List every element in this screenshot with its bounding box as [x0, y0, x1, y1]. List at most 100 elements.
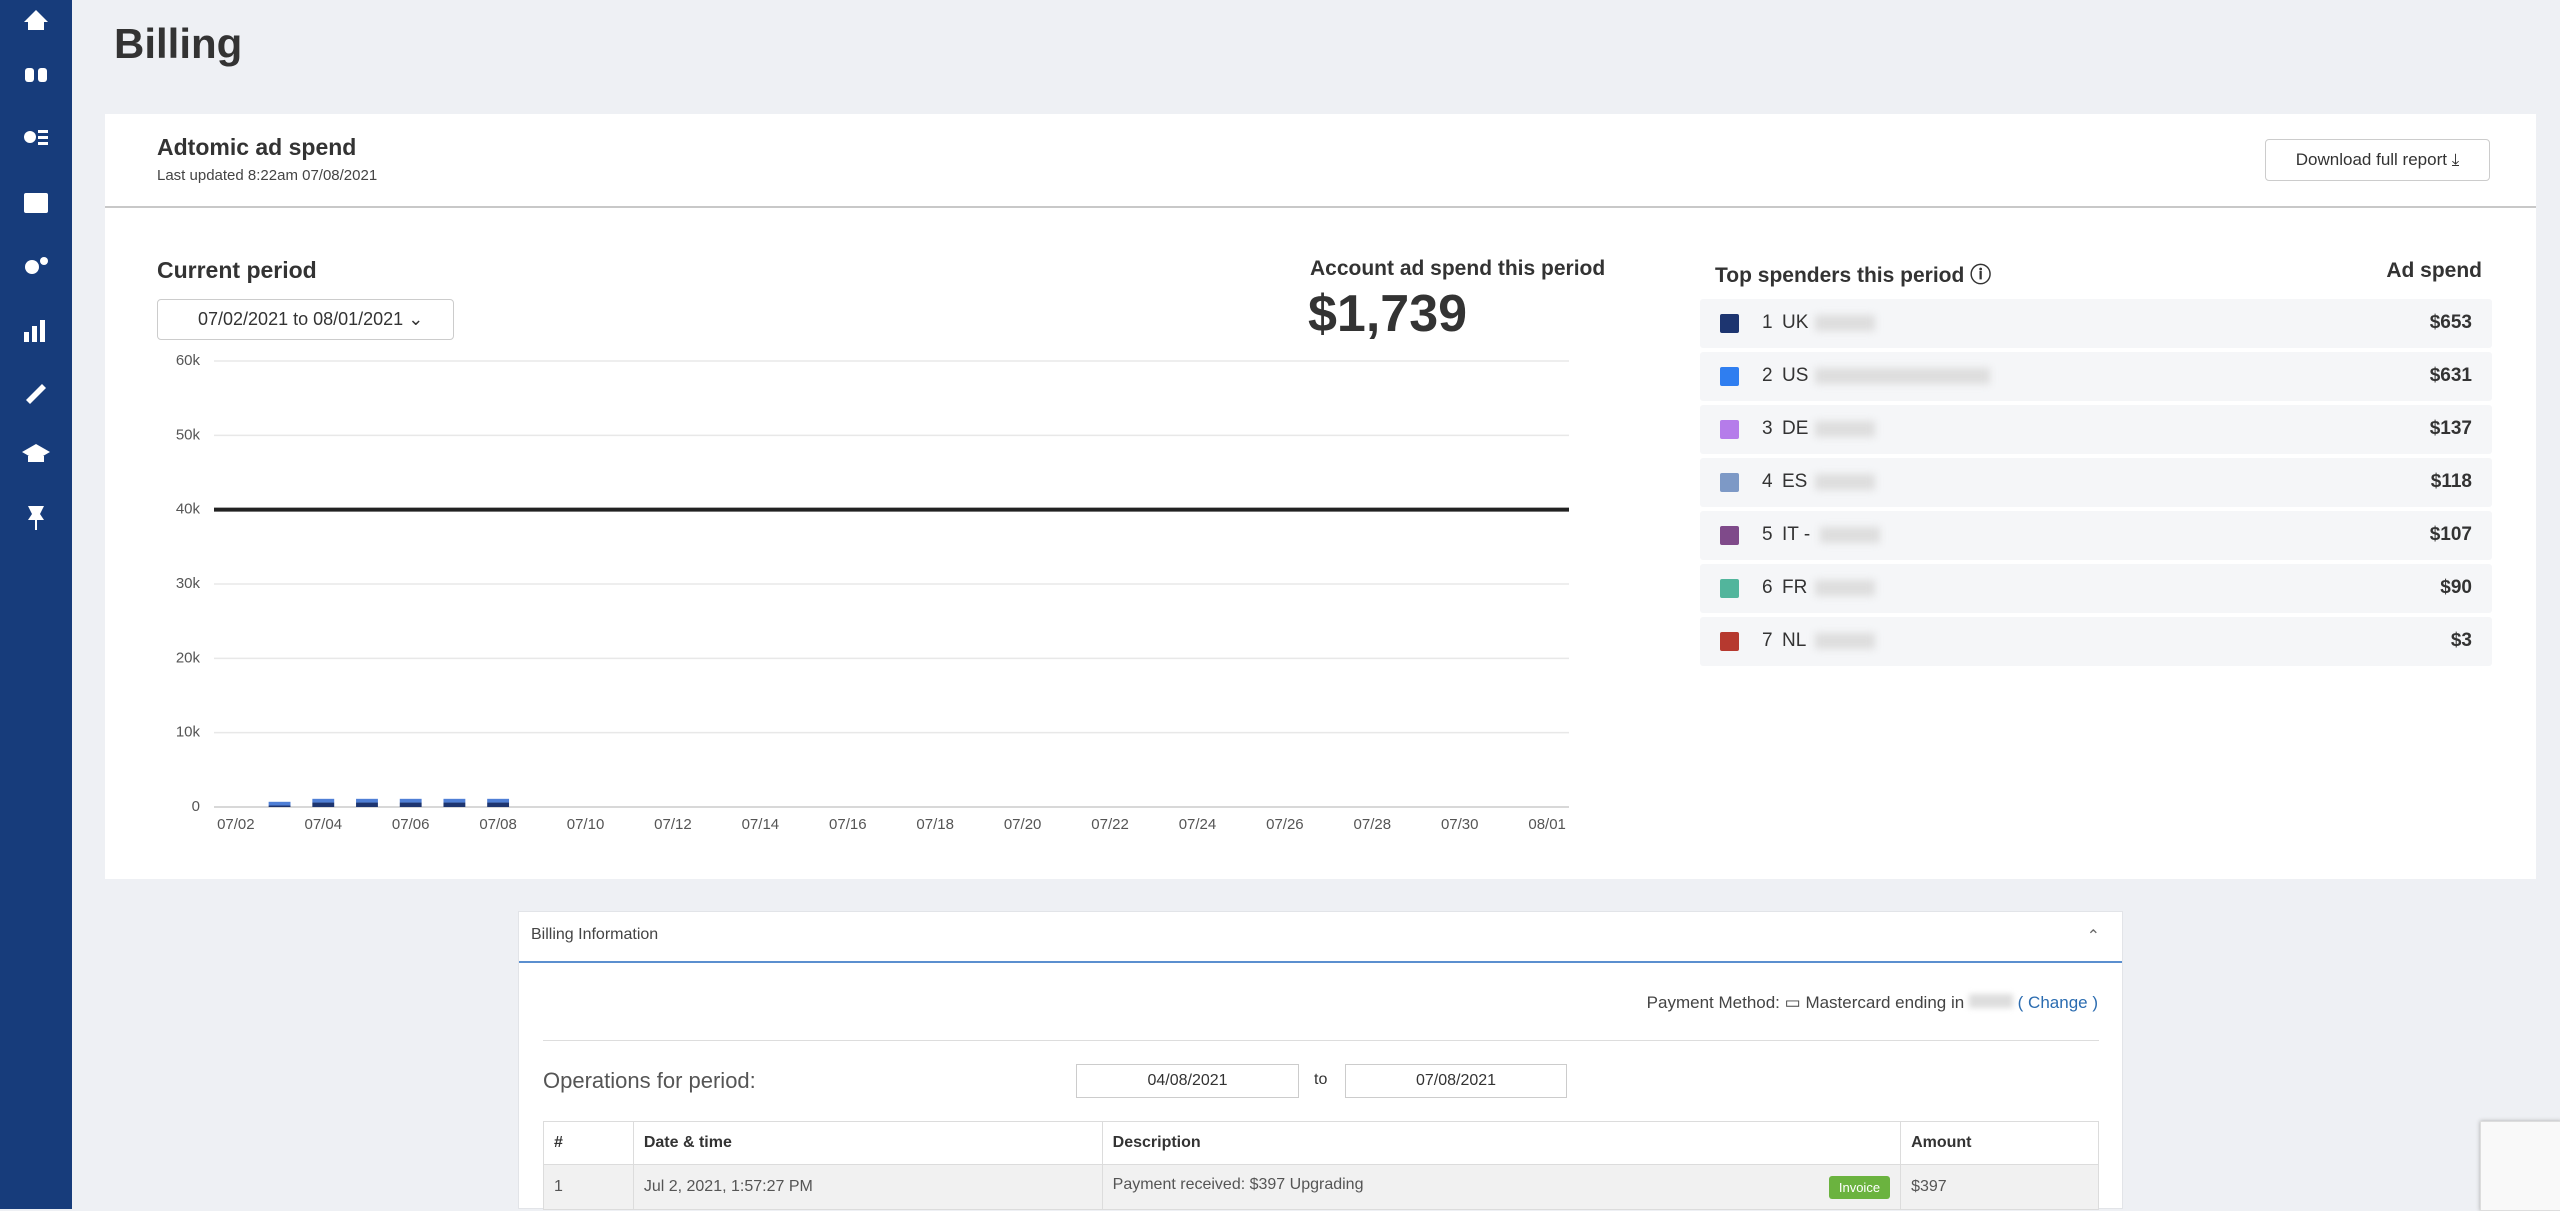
color-swatch: [1720, 579, 1739, 598]
column-header: #: [543, 1121, 634, 1165]
reports-icon[interactable]: [24, 193, 48, 213]
color-swatch: [1720, 420, 1739, 439]
bar-segment: [356, 802, 378, 807]
country-code: DE: [1782, 418, 1809, 439]
billing-panel: Billing Information ⌃ Payment Method: ▭ …: [518, 911, 2123, 1210]
page-title: Billing: [114, 20, 243, 67]
column-header: Date & time: [632, 1121, 1103, 1165]
column-header: Amount: [1900, 1121, 2099, 1165]
bar-segment: [268, 801, 291, 806]
rank: 4: [1762, 471, 1773, 492]
recaptcha[interactable]: [2480, 1121, 2560, 1211]
spender-row: 1 UK $653: [1700, 299, 2492, 348]
table-cell: $397: [1900, 1164, 2099, 1210]
cell-text: $397: [1911, 1178, 1947, 1195]
sidebar-icons: [22, 10, 50, 530]
x-tick-label: 07/18: [916, 816, 954, 833]
payment-label: Payment Method:: [1646, 993, 1780, 1012]
change-link[interactable]: ( Change ): [2017, 993, 2098, 1012]
redacted-name: [1815, 368, 1990, 384]
color-swatch: [1720, 632, 1739, 651]
amount: $118: [2430, 471, 2472, 492]
invoice-button[interactable]: Invoice: [1828, 1175, 1891, 1199]
x-tick-label: 07/28: [1354, 816, 1392, 833]
bar-segment: [356, 798, 378, 803]
y-tick-label: 20k: [176, 649, 201, 666]
y-tick-label: 10k: [176, 724, 201, 741]
rank: 7: [1762, 630, 1773, 651]
bar-segment: [312, 798, 335, 803]
analytics-icon[interactable]: [24, 332, 29, 342]
redacted-name: [1815, 633, 1875, 649]
redacted-name: [1820, 527, 1880, 543]
cell-text: 1: [554, 1178, 563, 1195]
period-range: 07/02/2021 to 08/01/2021: [198, 309, 404, 329]
country-code: FR: [1782, 577, 1808, 598]
color-swatch: [1720, 473, 1739, 492]
keywords-icon[interactable]: [24, 131, 36, 143]
bar-segment: [487, 798, 510, 803]
table-row: 1 Jul 2, 2021, 1:57:27 PM Payment received…: [543, 1164, 2099, 1210]
spender-row: 4 ES $118: [1700, 458, 2492, 507]
billing-header: Billing Information: [531, 926, 659, 943]
home-icon[interactable]: [24, 10, 48, 30]
spender-row: 7 NL $3: [1700, 617, 2492, 666]
divider: [105, 206, 2536, 208]
redacted-name: [1815, 315, 1875, 331]
download-button[interactable]: Download full report ⤓: [2265, 139, 2490, 181]
x-tick-label: 07/06: [392, 816, 430, 833]
country-code: UK: [1782, 312, 1809, 333]
collapse-icon[interactable]: ⌃: [2086, 928, 2100, 945]
explore-icon[interactable]: [25, 68, 34, 82]
card-text: Mastercard ending in: [1805, 993, 1965, 1012]
x-tick-label: 07/24: [1179, 816, 1217, 833]
period-picker[interactable]: 07/02/2021 to 08/01/2021 ⌄: [157, 299, 454, 340]
column-header: Description: [1101, 1121, 1902, 1165]
x-tick-label: 07/16: [829, 816, 867, 833]
bar-segment: [487, 802, 510, 807]
cell-text: Payment received: $397 Upgrading: [1112, 1175, 1364, 1193]
from-date[interactable]: 04/08/2021: [1076, 1064, 1299, 1098]
bar-segment: [399, 802, 422, 807]
amount-header: Ad spend: [2386, 259, 2482, 282]
campaigns-icon[interactable]: [26, 384, 46, 404]
rank: 5: [1762, 524, 1773, 545]
color-swatch: [1720, 526, 1739, 545]
country-code: US: [1782, 365, 1809, 386]
x-tick-label: 08/01: [1528, 816, 1566, 833]
spend-total: $1,739: [1308, 285, 1468, 343]
spenders-title-text: Top spenders this period: [1715, 264, 1965, 287]
download-label: Download full report: [2295, 150, 2447, 169]
amount: $3: [2450, 630, 2472, 651]
card-title: Adtomic ad spend: [157, 134, 357, 160]
table-cell: Jul 2, 2021, 1:57:27 PM: [632, 1164, 1103, 1210]
rank: 1: [1762, 312, 1773, 333]
country-code: IT -: [1782, 524, 1811, 545]
spend-label: Account ad spend this period: [1310, 257, 1606, 280]
x-tick-label: 07/22: [1091, 816, 1129, 833]
chart: 0 10k 20k 30k 40k 50k 60k 07/02 07/04 07/06 07/08 0…: [176, 352, 1569, 833]
x-tick-label: 07/12: [654, 816, 692, 833]
operations-label: Operations for period:: [543, 1068, 756, 1093]
rank: 2: [1762, 365, 1773, 386]
x-tick-label: 07/08: [479, 816, 517, 833]
x-tick-label: 07/02: [217, 816, 255, 833]
header-line: [519, 961, 2122, 963]
last-updated: Last updated 8:22am 07/08/2021: [157, 167, 378, 184]
spender-row: 2 US $631: [1700, 352, 2492, 401]
redacted-name: [1815, 474, 1875, 490]
table-cell: 1: [543, 1164, 634, 1210]
settings-icon[interactable]: [25, 260, 39, 274]
to-date[interactable]: 07/08/2021: [1345, 1064, 1567, 1098]
sidebar: [0, 0, 72, 1209]
amount: $653: [2429, 312, 2472, 333]
pin-icon[interactable]: [28, 506, 44, 520]
bar-segment: [443, 798, 466, 803]
spender-row: 3 DE $137: [1700, 405, 2492, 454]
x-tick-label: 07/10: [567, 816, 605, 833]
redacted-name: [1815, 421, 1875, 437]
table-cell: Payment received: $397 Upgrading Invoice: [1101, 1164, 1902, 1210]
rank: 3: [1762, 418, 1773, 439]
period-label: Current period: [157, 257, 317, 283]
spender-row: 5 IT - $107: [1700, 511, 2492, 560]
